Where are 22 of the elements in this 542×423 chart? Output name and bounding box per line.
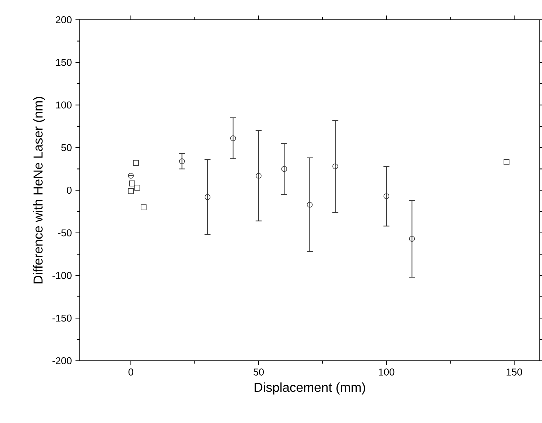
point [133,160,140,166]
y-tick-label: 0 [67,186,72,194]
y-tick-label: -150 [52,314,72,322]
point [504,159,510,166]
point [128,173,134,179]
y-axis-title: Difference with HeNe Laser (nm) [33,97,46,284]
y-tick-label: -100 [52,272,72,280]
x-tick-label: 150 [506,368,522,376]
y-tick-label: 200 [56,16,72,24]
x-tick-label: 0 [128,368,134,376]
x-axis-title: Displacement (mm) [254,382,366,395]
y-tick-label: -200 [52,357,72,365]
point [134,185,140,191]
x-tick-label: 100 [379,368,395,376]
y-tick-label: 150 [56,59,72,66]
y-tick-label: 100 [56,102,72,109]
point [129,180,136,187]
y-tick-label: -50 [58,230,72,237]
x-tick-label: 50 [254,368,264,376]
point [128,188,134,194]
y-tick-label: 50 [62,144,72,152]
point [140,204,147,210]
